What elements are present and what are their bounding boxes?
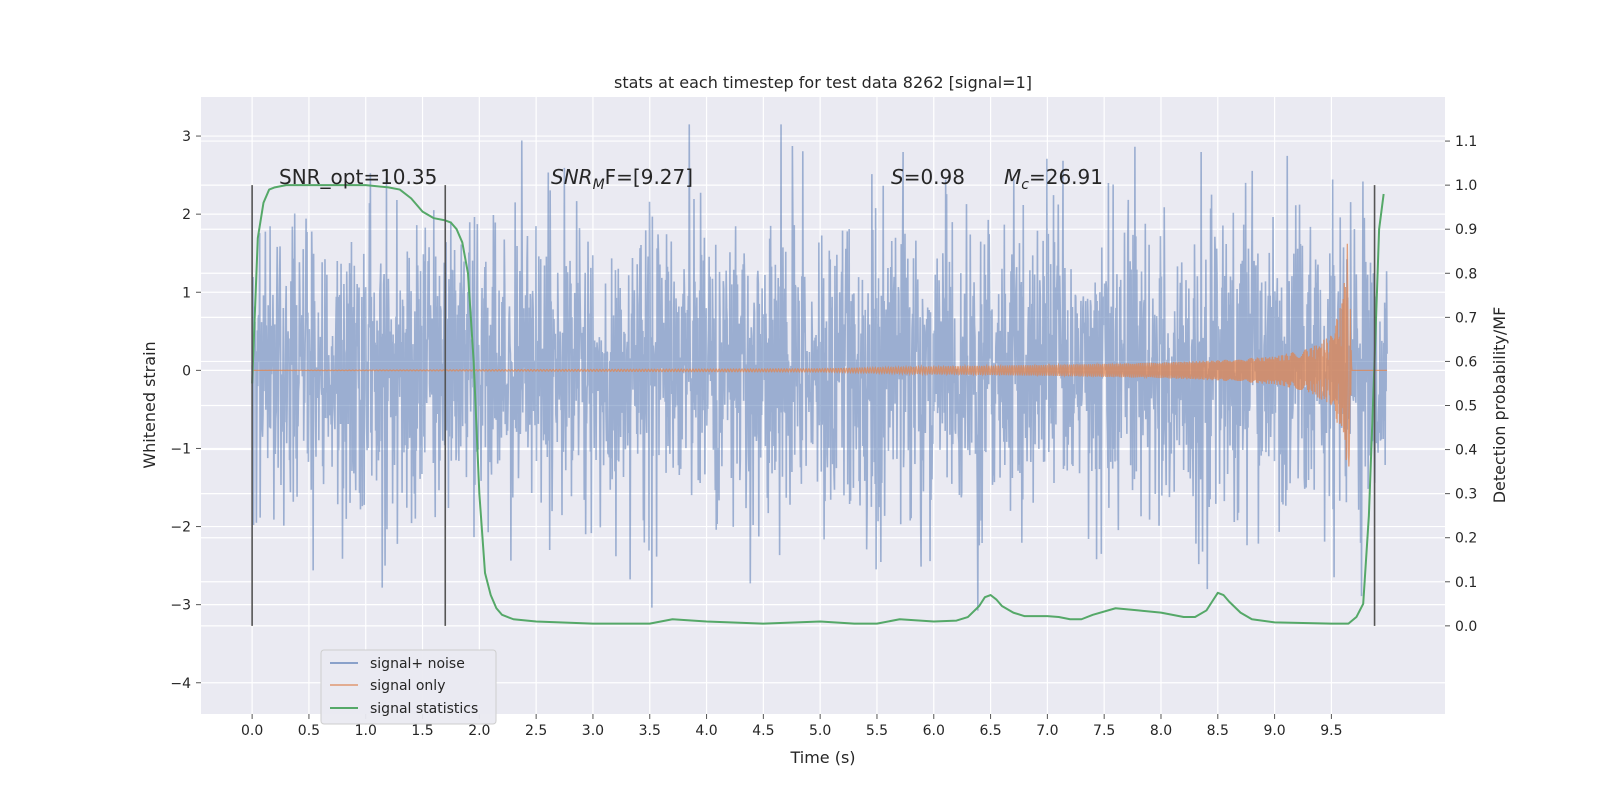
signal-statistics-line: [251, 184, 1385, 625]
x-tick-labels: 0.0 0.5 1.0 1.5 2.0 2.5 3.0 3.5 4.0 4.5 5.0 5.5 6.0 6…: [241, 714, 1343, 739]
legend-box: [320, 649, 497, 725]
y-right-tick-11: 0.0: [1455, 619, 1477, 635]
y-right-tick-10: 0.1: [1455, 575, 1477, 591]
y-right-tick-8: 0.3: [1455, 487, 1477, 503]
x-tick-19: 9.5: [1320, 723, 1342, 739]
y-right-tick-labels: 1.1 1.0 0.9 0.8 0.7 0.6 0.5 0.4 0.3 0.2 0.1 0.0: [1445, 134, 1477, 635]
y-left-tick-7: −4: [170, 676, 191, 692]
y-left-tick-3: 0: [182, 363, 191, 379]
signal-only-series: [252, 243, 1388, 467]
x-tick-18: 9.0: [1263, 723, 1285, 739]
x-tick-8: 4.0: [695, 723, 717, 739]
x-tick-16: 8.0: [1150, 723, 1172, 739]
annotation-snr-opt: SNR_opt=10.35: [279, 165, 437, 189]
x-tick-2: 1.0: [355, 723, 377, 739]
signal-noise-series: [251, 124, 1388, 611]
x-tick-7: 3.5: [639, 723, 661, 739]
y-right-tick-2: 0.9: [1455, 222, 1477, 238]
annotation-snr-mf: SNRMF=[9.27]: [551, 165, 693, 193]
y-right-tick-1: 1.0: [1455, 178, 1477, 194]
y-left-tick-1: 2: [182, 207, 191, 223]
legend-label-signal-only: signal only: [370, 678, 445, 694]
y-right-tick-0: 1.1: [1455, 134, 1477, 150]
signal-only-line: [252, 243, 1388, 467]
y-left-tick-5: −2: [170, 520, 191, 536]
legend: signal+ noise signal only signal statist…: [320, 649, 497, 725]
x-tick-6: 3.0: [582, 723, 604, 739]
mc-sub: c: [1021, 177, 1029, 193]
mc-label: M: [1004, 165, 1021, 189]
x-tick-15: 7.5: [1093, 723, 1115, 739]
x-tick-5: 2.5: [525, 723, 547, 739]
y-left-tick-0: 3: [182, 129, 191, 145]
y-left-tick-6: −3: [170, 598, 191, 614]
x-tick-0: 0.0: [241, 723, 263, 739]
x-tick-3: 1.5: [411, 723, 433, 739]
x-tick-17: 8.5: [1207, 723, 1229, 739]
y-right-tick-9: 0.2: [1455, 531, 1477, 547]
y-right-tick-5: 0.6: [1455, 354, 1477, 370]
y-right-tick-4: 0.7: [1455, 310, 1477, 326]
snr-mf-rest: F=[9.27]: [605, 165, 693, 189]
s-value: =0.98: [904, 165, 965, 189]
x-tick-14: 7.0: [1036, 723, 1058, 739]
x-tick-4: 2.0: [468, 723, 490, 739]
y-axis-label-left: Whitened strain: [140, 341, 159, 468]
annotation-mc: Mc=26.91: [1004, 165, 1103, 193]
y-left-tick-2: 1: [182, 285, 191, 301]
y-left-tick-labels: 3 2 1 0 −1 −2 −3 −4: [170, 129, 201, 692]
x-tick-9: 4.5: [752, 723, 774, 739]
x-tick-12: 6.0: [923, 723, 945, 739]
x-tick-13: 6.5: [979, 723, 1001, 739]
s-label: S: [891, 165, 904, 189]
annotation-s: S=0.98: [891, 165, 965, 189]
y-right-tick-7: 0.4: [1455, 443, 1477, 459]
x-axis-label: Time (s): [789, 748, 855, 767]
y-right-tick-6: 0.5: [1455, 399, 1477, 415]
legend-label-signal-statistics: signal statistics: [370, 701, 478, 717]
vertical-markers: [251, 185, 1376, 626]
x-tick-11: 5.5: [866, 723, 888, 739]
chart-title: stats at each timestep for test data 826…: [614, 73, 1032, 92]
y-axis-label-right: Detection probability/MF: [1490, 307, 1509, 504]
y-left-tick-4: −1: [170, 441, 191, 457]
y-right-tick-3: 0.8: [1455, 266, 1477, 282]
x-tick-1: 0.5: [298, 723, 320, 739]
legend-label-signal-noise: signal+ noise: [370, 656, 465, 672]
signal-noise-line: [251, 124, 1388, 611]
signal-statistics-series: [251, 184, 1385, 625]
snr-mf-main: SNR: [551, 165, 593, 189]
snr-mf-sub: M: [593, 177, 605, 193]
x-tick-10: 5.0: [809, 723, 831, 739]
mc-value: =26.91: [1029, 165, 1103, 189]
